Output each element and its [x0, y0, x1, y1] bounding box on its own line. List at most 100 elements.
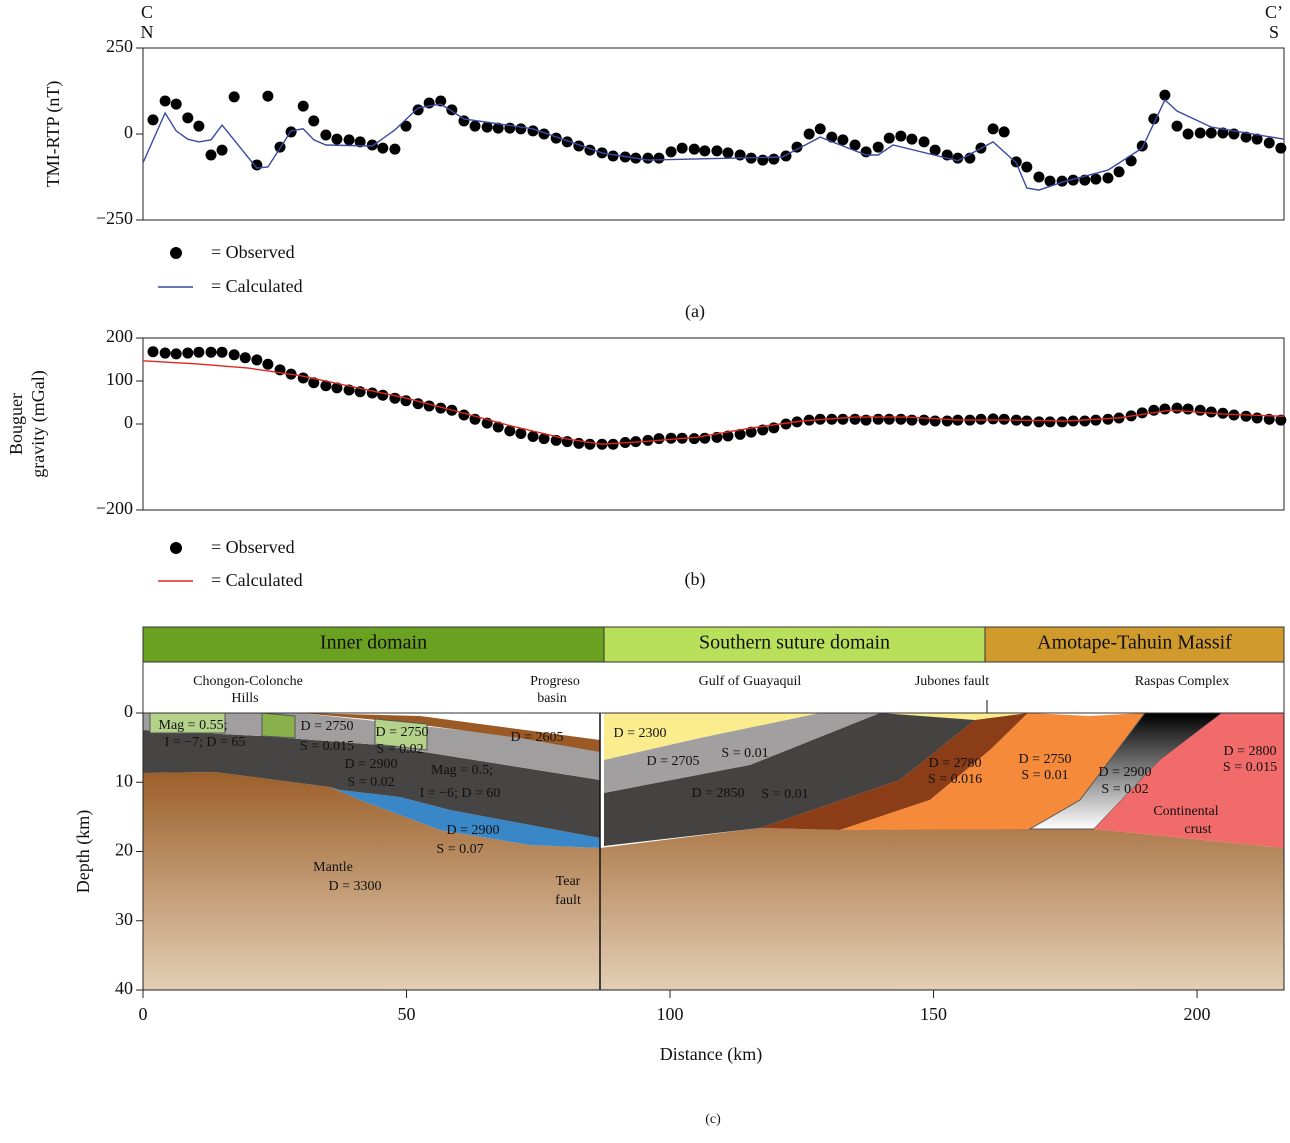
body-label: S = 0.015	[1223, 760, 1277, 775]
observed-point	[653, 152, 665, 164]
observed-point	[803, 128, 815, 140]
observed-point	[1251, 412, 1263, 424]
legend-label: = Calculated	[211, 276, 303, 296]
continental-crust	[1094, 713, 1284, 848]
observed-point	[722, 147, 734, 159]
observed-point	[998, 126, 1010, 138]
observed-point	[1171, 120, 1183, 132]
observed-point	[768, 153, 780, 165]
observed-point	[860, 146, 872, 158]
observed-point	[883, 132, 895, 144]
observed-point	[412, 104, 424, 116]
observed-point	[1056, 175, 1068, 187]
observed-point	[665, 146, 677, 158]
y-tick-label: 200	[106, 326, 133, 346]
body-label: Mag = 0.5;	[431, 763, 493, 778]
observed-point	[849, 413, 861, 425]
y-tick-label: −250	[96, 208, 133, 228]
observed-point	[1182, 403, 1194, 415]
observed-point	[182, 347, 194, 359]
observed-point	[1113, 166, 1125, 178]
body-label: D = 2780	[928, 756, 981, 771]
observed-point	[1240, 131, 1252, 143]
observed-point	[492, 421, 504, 433]
x-tick-label: 150	[920, 1004, 947, 1024]
gray-layer-inner	[143, 713, 600, 780]
observed-point	[837, 134, 849, 146]
domain-label: Amotape-Tahuin Massif	[1037, 632, 1232, 654]
observed-point	[987, 413, 999, 425]
cross-section-bodies	[142, 661, 1285, 990]
observed-point	[941, 415, 953, 427]
panel-caption: (b)	[685, 569, 706, 590]
observed-point	[320, 129, 332, 141]
legend-marker	[170, 247, 182, 259]
body-label: S = 0.02	[347, 775, 394, 790]
place-label: Chongon-Colonche	[193, 674, 303, 689]
body-label: S = 0.01	[721, 746, 768, 761]
observed-point	[170, 98, 182, 110]
observed-point	[722, 430, 734, 442]
section-end-label: C	[141, 2, 153, 22]
body-label: D = 2605	[510, 730, 563, 745]
y-tick-label: 100	[106, 369, 133, 389]
calculated-line	[142, 98, 1285, 191]
body-label: S = 0.01	[761, 787, 808, 802]
observed-point	[918, 414, 930, 426]
observed-point	[1079, 415, 1091, 427]
plot-frame	[142, 47, 1285, 221]
observed-point	[906, 414, 918, 426]
observed-point	[1217, 127, 1229, 139]
y-axis-label: gravity (mGal)	[28, 370, 49, 477]
observed-point	[527, 125, 539, 137]
observed-point	[895, 130, 907, 142]
observed-point	[1159, 89, 1171, 101]
observed-point	[1125, 155, 1137, 167]
observed-point	[182, 112, 194, 124]
observed-point	[734, 149, 746, 161]
observed-point	[791, 141, 803, 153]
observed-point	[642, 434, 654, 446]
body-label: Tear	[556, 874, 581, 889]
x-tick-label: 200	[1184, 1004, 1211, 1024]
observed-point	[239, 352, 251, 364]
observed-point	[688, 143, 700, 155]
observed-point	[423, 400, 435, 412]
observed-point	[607, 438, 619, 450]
y-tick-label: 0	[124, 701, 133, 721]
body-label: D = 2800	[1223, 744, 1276, 759]
y-tick-label: 40	[115, 978, 133, 998]
observed-point	[734, 428, 746, 440]
observed-point	[1044, 416, 1056, 428]
observed-point	[895, 413, 907, 425]
observed-point	[987, 123, 999, 135]
place-label: basin	[537, 691, 567, 706]
observed-point	[1194, 127, 1206, 139]
panel-caption: (a)	[685, 301, 705, 322]
body-label: D = 2850	[691, 786, 744, 801]
observed-point	[343, 134, 355, 146]
observed-point	[906, 133, 918, 145]
observed-point	[492, 122, 504, 134]
observed-point	[515, 123, 527, 135]
observed-point	[1033, 416, 1045, 428]
observed-point	[331, 133, 343, 145]
orange-body	[840, 713, 1145, 830]
observed-point	[872, 141, 884, 153]
legend-label: = Calculated	[211, 570, 303, 590]
observed-point	[757, 154, 769, 166]
observed-point	[688, 433, 700, 445]
y-tick-label: 20	[115, 840, 133, 860]
body-label: I = −6; D = 60	[420, 786, 501, 801]
observed-point	[216, 346, 228, 358]
observed-point	[354, 136, 366, 148]
observed-point	[159, 347, 171, 359]
yellow-basin	[604, 713, 1145, 760]
domain-bar	[603, 626, 986, 663]
body-label: S = 0.02	[1101, 782, 1148, 797]
observed-point	[780, 150, 792, 162]
body-label: D = 2900	[1098, 765, 1151, 780]
mantle	[143, 772, 1284, 990]
observed-point	[929, 415, 941, 427]
